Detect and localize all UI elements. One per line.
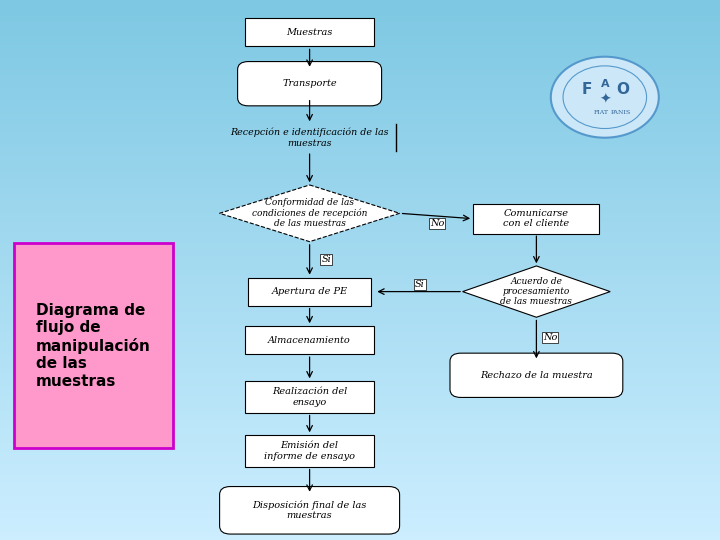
Text: FIAT: FIAT [594, 110, 608, 115]
Text: Almacenamiento: Almacenamiento [269, 336, 351, 345]
FancyBboxPatch shape [220, 487, 400, 534]
Text: No: No [543, 333, 557, 342]
Text: Acuerdo de
procesamiento
de las muestras: Acuerdo de procesamiento de las muestras [500, 276, 572, 307]
Text: Comunicarse
con el cliente: Comunicarse con el cliente [503, 209, 570, 228]
Text: Muestras: Muestras [287, 28, 333, 37]
Circle shape [551, 57, 659, 138]
Text: Si: Si [415, 280, 425, 288]
FancyBboxPatch shape [245, 435, 374, 467]
FancyBboxPatch shape [245, 381, 374, 413]
FancyBboxPatch shape [238, 62, 382, 106]
Polygon shape [462, 266, 611, 317]
FancyBboxPatch shape [248, 278, 371, 306]
Text: ✦: ✦ [599, 93, 611, 107]
FancyBboxPatch shape [245, 18, 374, 46]
Text: Rechazo de la muestra: Rechazo de la muestra [480, 371, 593, 380]
Text: Recepción e identificación de las
muestras: Recepción e identificación de las muestr… [230, 128, 389, 147]
Polygon shape [220, 185, 400, 241]
Text: Si: Si [321, 255, 331, 264]
Circle shape [563, 66, 647, 129]
FancyBboxPatch shape [450, 353, 623, 397]
Text: Emisión del
informe de ensayo: Emisión del informe de ensayo [264, 441, 355, 461]
Text: Transporte: Transporte [282, 79, 337, 88]
Text: O: O [616, 82, 629, 97]
Text: Realización del
ensayo: Realización del ensayo [272, 387, 347, 407]
Text: PANIS: PANIS [611, 110, 631, 115]
Text: Conformidad de las
condiciones de recepción
de las muestras: Conformidad de las condiciones de recepc… [252, 198, 367, 228]
Text: F: F [582, 82, 592, 97]
Text: Diagrama de
flujo de
manipulación
de las
muestras: Diagrama de flujo de manipulación de las… [36, 303, 151, 388]
Text: Apertura de PE: Apertura de PE [271, 287, 348, 296]
FancyBboxPatch shape [245, 326, 374, 354]
Text: A: A [600, 79, 609, 89]
FancyBboxPatch shape [14, 243, 173, 448]
Text: Disposición final de las
muestras: Disposición final de las muestras [253, 501, 366, 520]
Text: No: No [430, 219, 444, 228]
FancyBboxPatch shape [474, 204, 599, 233]
